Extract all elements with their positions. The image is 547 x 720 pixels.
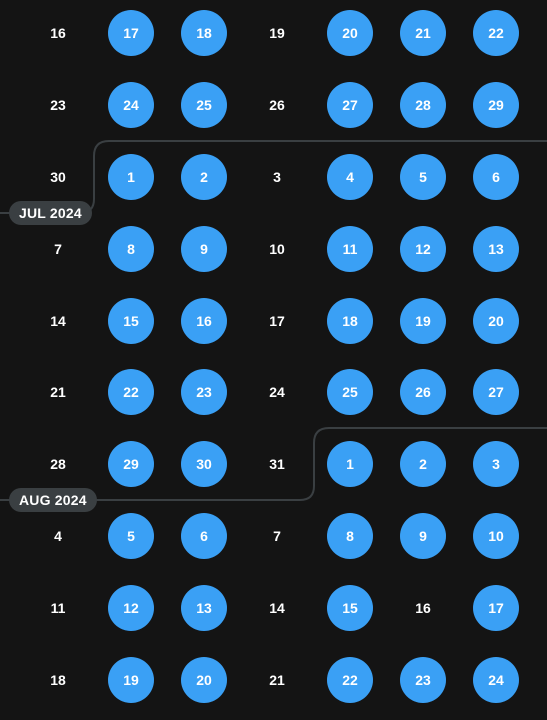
week-row: 23 24 25 26 27 28 29 bbox=[0, 69, 547, 141]
day-cell[interactable]: 10 bbox=[269, 241, 285, 257]
day-cell-selected[interactable]: 29 bbox=[473, 82, 519, 128]
week-row: 18 19 20 21 22 23 24 bbox=[0, 644, 547, 716]
day-cell[interactable]: 7 bbox=[273, 528, 281, 544]
day-cell-selected[interactable]: 8 bbox=[327, 513, 373, 559]
day-cell-selected[interactable]: 27 bbox=[327, 82, 373, 128]
day-cell-selected[interactable]: 12 bbox=[108, 585, 154, 631]
week-row: 30 1 2 3 4 5 6 bbox=[0, 141, 547, 213]
day-cell-selected[interactable]: 29 bbox=[108, 441, 154, 487]
day-cell-selected[interactable]: 25 bbox=[181, 82, 227, 128]
day-cell[interactable]: 14 bbox=[269, 600, 285, 616]
month-label-aug: AUG 2024 bbox=[9, 488, 97, 512]
day-cell-selected[interactable]: 21 bbox=[400, 10, 446, 56]
day-cell-selected[interactable]: 1 bbox=[327, 441, 373, 487]
day-cell[interactable]: 23 bbox=[50, 97, 66, 113]
day-cell[interactable]: 30 bbox=[50, 169, 66, 185]
day-cell-selected[interactable]: 15 bbox=[327, 585, 373, 631]
day-cell-selected[interactable]: 11 bbox=[327, 226, 373, 272]
day-cell-selected[interactable]: 18 bbox=[327, 298, 373, 344]
day-cell[interactable]: 7 bbox=[54, 241, 62, 257]
day-cell-selected[interactable]: 25 bbox=[327, 369, 373, 415]
day-cell-selected[interactable]: 24 bbox=[473, 657, 519, 703]
day-cell-selected[interactable]: 17 bbox=[108, 10, 154, 56]
day-cell-selected[interactable]: 13 bbox=[181, 585, 227, 631]
day-cell[interactable]: 4 bbox=[54, 528, 62, 544]
week-row: 28 29 30 31 1 2 3 bbox=[0, 428, 547, 500]
day-cell-selected[interactable]: 22 bbox=[473, 10, 519, 56]
day-cell-selected[interactable]: 8 bbox=[108, 226, 154, 272]
day-cell-selected[interactable]: 22 bbox=[327, 657, 373, 703]
day-cell-selected[interactable]: 26 bbox=[400, 369, 446, 415]
day-cell-selected[interactable]: 16 bbox=[181, 298, 227, 344]
day-cell[interactable]: 14 bbox=[50, 313, 66, 329]
day-cell-selected[interactable]: 30 bbox=[181, 441, 227, 487]
day-cell-selected[interactable]: 28 bbox=[400, 82, 446, 128]
day-cell-selected[interactable]: 13 bbox=[473, 226, 519, 272]
week-row: 7 8 9 10 11 12 13 bbox=[0, 213, 547, 285]
day-cell-selected[interactable]: 6 bbox=[181, 513, 227, 559]
day-cell[interactable]: 21 bbox=[50, 384, 66, 400]
day-cell[interactable]: 31 bbox=[269, 456, 285, 472]
day-cell-selected[interactable]: 15 bbox=[108, 298, 154, 344]
day-cell[interactable]: 16 bbox=[415, 600, 431, 616]
day-cell-selected[interactable]: 10 bbox=[473, 513, 519, 559]
day-cell[interactable]: 16 bbox=[50, 25, 66, 41]
day-cell-selected[interactable]: 4 bbox=[327, 154, 373, 200]
day-cell-selected[interactable]: 27 bbox=[473, 369, 519, 415]
day-cell-selected[interactable]: 2 bbox=[181, 154, 227, 200]
day-cell[interactable]: 21 bbox=[269, 672, 285, 688]
day-cell[interactable]: 11 bbox=[50, 600, 66, 616]
day-cell[interactable]: 24 bbox=[269, 384, 285, 400]
day-cell-selected[interactable]: 5 bbox=[400, 154, 446, 200]
day-cell-selected[interactable]: 23 bbox=[181, 369, 227, 415]
day-cell-selected[interactable]: 22 bbox=[108, 369, 154, 415]
day-cell-selected[interactable]: 2 bbox=[400, 441, 446, 487]
day-cell-selected[interactable]: 20 bbox=[327, 10, 373, 56]
day-cell-selected[interactable]: 24 bbox=[108, 82, 154, 128]
day-cell-selected[interactable]: 18 bbox=[181, 10, 227, 56]
day-cell-selected[interactable]: 19 bbox=[400, 298, 446, 344]
day-cell-selected[interactable]: 20 bbox=[473, 298, 519, 344]
day-cell[interactable]: 18 bbox=[50, 672, 66, 688]
month-label-jul: JUL 2024 bbox=[9, 201, 92, 225]
day-cell[interactable]: 26 bbox=[269, 97, 285, 113]
week-row: 16 17 18 19 20 21 22 bbox=[0, 0, 547, 69]
day-cell[interactable]: 28 bbox=[50, 456, 66, 472]
week-row: 4 5 6 7 8 9 10 bbox=[0, 500, 547, 572]
day-cell-selected[interactable]: 17 bbox=[473, 585, 519, 631]
day-cell[interactable]: 19 bbox=[269, 25, 285, 41]
day-cell-selected[interactable]: 6 bbox=[473, 154, 519, 200]
day-cell[interactable]: 3 bbox=[273, 169, 281, 185]
week-row: 21 22 23 24 25 26 27 bbox=[0, 356, 547, 428]
day-cell[interactable]: 17 bbox=[269, 313, 285, 329]
week-row: 14 15 16 17 18 19 20 bbox=[0, 285, 547, 357]
day-cell-selected[interactable]: 19 bbox=[108, 657, 154, 703]
week-row: 11 12 13 14 15 16 17 bbox=[0, 572, 547, 644]
day-cell-selected[interactable]: 9 bbox=[400, 513, 446, 559]
day-cell-selected[interactable]: 5 bbox=[108, 513, 154, 559]
day-cell-selected[interactable]: 12 bbox=[400, 226, 446, 272]
day-cell-selected[interactable]: 9 bbox=[181, 226, 227, 272]
day-cell-selected[interactable]: 20 bbox=[181, 657, 227, 703]
day-cell-selected[interactable]: 3 bbox=[473, 441, 519, 487]
day-cell-selected[interactable]: 23 bbox=[400, 657, 446, 703]
day-cell-selected[interactable]: 1 bbox=[108, 154, 154, 200]
